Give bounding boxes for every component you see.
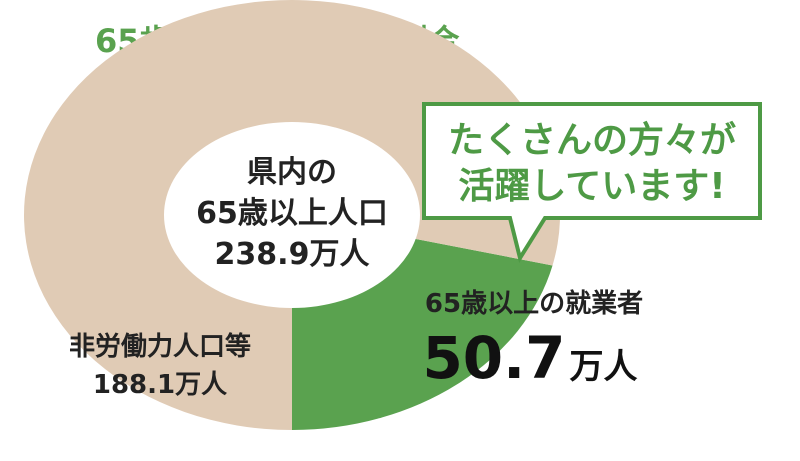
donut-hole: [164, 122, 420, 308]
employed-value-line: 50.7 万人: [422, 324, 637, 392]
center-label-line1: 県内の: [247, 155, 337, 190]
callout-line2: 活躍しています!: [458, 166, 725, 207]
employed-label: 65歳以上の就業者: [425, 289, 643, 319]
center-label-line3: 238.9万人: [215, 237, 370, 272]
employed-value: 50.7: [422, 324, 565, 392]
callout-bubble: [422, 102, 762, 264]
employed-unit: 万人: [570, 347, 638, 387]
other-value: 188.1万人: [93, 370, 227, 400]
center-label-line2: 65歳以上人口: [196, 196, 388, 231]
callout-line1: たくさんの方々が: [448, 120, 736, 161]
other-label: 非労働力人口等: [69, 331, 251, 362]
